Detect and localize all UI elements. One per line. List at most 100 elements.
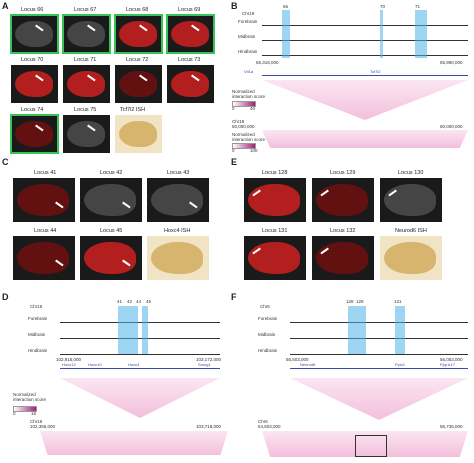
brain-tile <box>10 14 59 54</box>
brain-tile <box>13 236 75 280</box>
heat-label: Normalized interaction score <box>13 392 47 402</box>
brain-tile <box>114 14 163 54</box>
brain-tile <box>80 178 142 222</box>
hic-triangle <box>60 378 220 418</box>
track-name: Forebrain <box>258 316 278 321</box>
tile-label: Hoxc4 ISH <box>164 228 191 234</box>
brain-tile <box>244 178 306 222</box>
hic-band <box>262 130 468 148</box>
hic-band <box>40 431 228 455</box>
colorbar <box>232 101 256 107</box>
tile-label: Locus 75 <box>74 107 97 113</box>
track-name: Forebrain <box>28 316 48 321</box>
coord2-start: 50,000,000 <box>232 124 255 129</box>
tile-label: Locus 70 <box>21 57 44 63</box>
tile-label: Locus 73 <box>178 57 201 63</box>
locus-highlight <box>380 10 383 58</box>
brain-tile <box>10 114 59 154</box>
hic-triangle <box>262 80 468 120</box>
coord-end: 55,980,000 <box>440 60 463 65</box>
tile-label: Locus 72 <box>126 57 149 63</box>
coord-start: 102,915,000 <box>56 357 82 362</box>
brain-tile <box>115 65 162 103</box>
chrom-label: Chr19 <box>242 11 255 16</box>
signal-track <box>290 326 468 339</box>
cbar-max: 100 <box>250 148 258 153</box>
brain-tile <box>167 65 214 103</box>
tile-label: Locus 129 <box>330 170 356 176</box>
track-name: Hindbrain <box>258 348 278 353</box>
tile-label: Locus 67 <box>74 7 97 13</box>
brain-tile <box>244 236 306 280</box>
gene-line <box>262 75 468 76</box>
tile-label: Locus 66 <box>21 7 44 13</box>
colorbar <box>13 406 37 412</box>
brain-tile <box>312 178 374 222</box>
gene-label: Hoxc4 <box>128 362 140 367</box>
coord-end: 56,053,000 <box>440 357 463 362</box>
brain-tile <box>13 178 75 222</box>
brain-tile <box>80 236 142 280</box>
tile-label: Locus 128 <box>262 170 288 176</box>
ish-tile <box>147 236 209 280</box>
signal-track <box>60 326 220 339</box>
chrom2-label: Chr6 <box>258 419 268 424</box>
cbar-max: 15 <box>31 411 37 416</box>
panel-f-letter: F <box>231 292 237 302</box>
tile-label: Tcf7l2 ISH <box>120 107 146 113</box>
coord2-end: 56,736,000 <box>440 424 463 429</box>
tile-label: Locus 45 <box>100 228 123 234</box>
signal-track <box>60 342 220 355</box>
tile-label: Locus 130 <box>398 170 424 176</box>
signal-track <box>290 310 468 323</box>
chrom2-label: Chr15 <box>30 419 43 424</box>
locus-mark: 45 <box>146 299 152 304</box>
brain-tile <box>62 14 111 54</box>
tile-label: Locus 43 <box>167 170 190 176</box>
gene-label: Tcf7l2 <box>370 69 381 74</box>
tile-label: Neurod6 ISH <box>395 228 427 234</box>
tile-label: Locus 44 <box>34 228 57 234</box>
coord-start: 55,318,000 <box>256 60 279 65</box>
locus-mark: 71 <box>415 4 421 9</box>
panel-d-letter: D <box>2 292 9 302</box>
gene-line <box>60 368 220 369</box>
tile-label: Locus 132 <box>330 228 356 234</box>
brain-tile <box>11 65 58 103</box>
coord2-start: 54,603,000 <box>258 424 281 429</box>
panel-e-letter: E <box>231 157 238 167</box>
locus-highlight <box>118 306 138 354</box>
gene-label: Vti1a <box>244 69 254 74</box>
panel-b-letter: B <box>231 1 238 11</box>
gene-label: Ppp1r17 <box>440 362 456 367</box>
signal-track <box>262 13 468 26</box>
coord2-end: 103,718,000 <box>196 424 222 429</box>
locus-mark: 41 <box>117 299 123 304</box>
colorbar <box>232 143 256 149</box>
panel-c-letter: C <box>2 157 9 167</box>
brain-tile <box>63 115 110 153</box>
hic-triangle <box>290 378 468 420</box>
chrom-label: Chr6 <box>260 304 270 309</box>
coord2-end: 60,000,000 <box>440 124 463 129</box>
signal-track <box>262 43 468 56</box>
track-name: Midbrain <box>28 332 46 337</box>
brain-tile <box>166 14 215 54</box>
signal-track <box>290 342 468 355</box>
locus-mark: 131 <box>394 299 402 304</box>
track-name: Hindbrain <box>28 348 48 353</box>
tile-label: Locus 68 <box>126 7 149 13</box>
panel-a-letter: A <box>2 1 9 11</box>
ish-tile <box>380 236 442 280</box>
cbar-min: 0 <box>13 411 16 416</box>
signal-track <box>60 310 220 323</box>
locus-mark: 44 <box>136 299 142 304</box>
track-name: Hindbrain <box>238 49 258 54</box>
tile-label: Locus 74 <box>21 107 44 113</box>
coord-end: 103,172,000 <box>196 357 222 362</box>
track-name: Forebrain <box>238 19 258 24</box>
heat2-label: Normalized interaction score <box>232 132 266 142</box>
track-name: Midbrain <box>238 34 256 39</box>
signal-track <box>262 28 468 41</box>
gene-label: Hoxc13 <box>62 362 76 367</box>
